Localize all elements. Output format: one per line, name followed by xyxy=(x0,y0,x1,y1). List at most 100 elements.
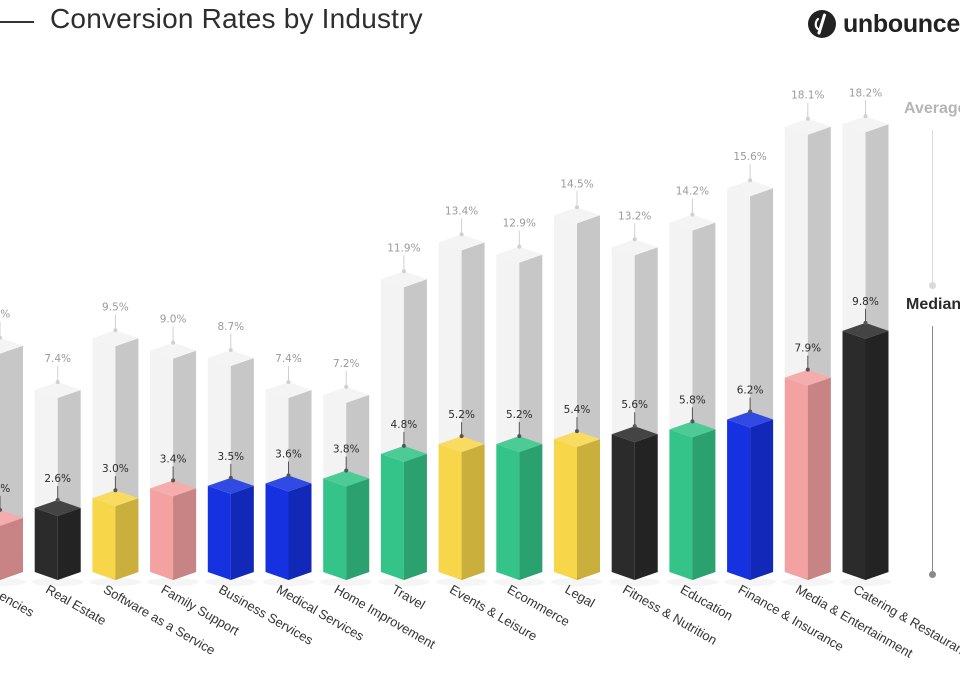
bar-shadow xyxy=(435,578,488,586)
median-bar-top xyxy=(323,470,370,487)
bar-group: 18.2% 9.8% xyxy=(839,87,892,586)
category-label: Home Improvement xyxy=(332,582,439,652)
average-pointer-dot xyxy=(286,379,291,384)
median-bar-side xyxy=(346,478,370,580)
median-value-label: 7.9% xyxy=(794,343,821,355)
average-bar-top xyxy=(380,271,427,288)
bar-shadow xyxy=(551,578,603,586)
bar-shadow xyxy=(781,578,834,586)
average-value-label: 18.2% xyxy=(849,87,882,99)
median-bar-side xyxy=(173,488,197,580)
brand-name: unbounce xyxy=(842,9,960,38)
median-bar-top xyxy=(496,436,543,453)
average-bar-top xyxy=(784,118,831,135)
median-value-label: …% xyxy=(0,483,10,495)
median-bar-side xyxy=(403,453,427,580)
category-label: Real Estate xyxy=(43,582,109,629)
bar-shadow xyxy=(724,578,777,586)
median-value-label: 3.8% xyxy=(333,444,360,456)
median-pointer-dot xyxy=(690,419,695,424)
average-bar-top xyxy=(0,337,23,354)
brand-logo: unbounce xyxy=(807,6,960,42)
category-label: Finance & Insurance xyxy=(736,582,847,655)
bar-group: 14.2% 5.8% xyxy=(666,186,719,586)
average-value-label: 13.4% xyxy=(445,205,478,217)
median-value-label: 5.2% xyxy=(448,409,475,421)
average-bar-top xyxy=(496,246,543,263)
median-value-label: 3.6% xyxy=(275,448,302,460)
average-value-label: 11.9% xyxy=(387,242,420,254)
average-bar-top xyxy=(323,386,370,403)
median-pointer-dot xyxy=(228,475,233,480)
bar-shadow xyxy=(666,578,719,586)
average-bar-top xyxy=(207,349,254,366)
average-value-label: 18.1% xyxy=(791,90,824,102)
median-bar-side xyxy=(750,419,774,580)
category-label: Travel xyxy=(389,582,427,613)
legend-average-line xyxy=(932,130,933,286)
title-rule xyxy=(0,21,34,23)
median-bar-top xyxy=(784,369,831,386)
median-bar-top xyxy=(380,445,427,462)
median-bar-front xyxy=(323,478,347,580)
median-bar-top xyxy=(842,322,889,339)
bar-group: 13.2% 5.6% xyxy=(608,210,661,586)
average-pointer-dot xyxy=(113,328,118,333)
median-value-label: 3.4% xyxy=(160,453,187,465)
median-bar-top xyxy=(0,509,23,526)
average-bar-top xyxy=(611,239,658,256)
average-bar-top xyxy=(727,180,774,197)
median-bar-side xyxy=(115,498,139,580)
average-pointer-dot xyxy=(228,347,233,352)
bar-shadow xyxy=(89,578,142,586)
median-value-label: 5.8% xyxy=(679,394,706,406)
median-bar-top xyxy=(92,490,139,507)
average-bar-top xyxy=(150,342,197,359)
median-bar-side xyxy=(288,483,312,580)
median-pointer-dot xyxy=(632,424,637,429)
legend-median-line xyxy=(932,326,933,572)
median-pointer-dot xyxy=(401,443,406,448)
median-bar-front xyxy=(784,377,808,580)
median-bar-top xyxy=(727,411,774,428)
median-value-label: 6.2% xyxy=(737,384,764,396)
average-value-label: 12.9% xyxy=(503,218,536,230)
median-bar-top xyxy=(611,426,658,443)
average-pointer-dot xyxy=(517,244,522,249)
median-bar-top xyxy=(265,475,312,492)
median-bar-side xyxy=(519,444,543,580)
bar-group: 7.2% 3.8% xyxy=(320,358,373,586)
bar-shadow xyxy=(147,578,200,586)
median-bar-front xyxy=(207,485,231,580)
median-pointer-dot xyxy=(459,434,464,439)
category-label: Business Services xyxy=(216,582,316,648)
bar-shadow xyxy=(0,578,26,586)
average-pointer-dot xyxy=(55,379,60,384)
average-value-label: 9.0% xyxy=(160,314,187,326)
legend-average: Average xyxy=(904,100,960,117)
average-pointer-dot xyxy=(171,340,176,345)
median-bar-side xyxy=(461,444,485,580)
average-pointer-dot xyxy=(748,178,753,183)
chart-title: Conversion Rates by Industry xyxy=(50,3,423,34)
median-pointer-dot xyxy=(344,468,349,473)
bar-group: 7.4% 3.6% xyxy=(262,353,315,586)
average-value-label: 7.2% xyxy=(333,358,360,370)
median-bar-front xyxy=(496,444,520,580)
median-bar-side xyxy=(865,330,889,580)
median-bar-front xyxy=(150,488,174,580)
bar-group: 8.7% 3.5% xyxy=(204,321,257,586)
median-bar-side xyxy=(0,517,23,580)
average-value-label: …% xyxy=(0,309,10,321)
median-bar-top xyxy=(207,477,254,494)
average-value-label: 9.5% xyxy=(102,301,129,313)
median-value-label: 9.8% xyxy=(852,296,879,308)
average-pointer-dot xyxy=(863,114,868,119)
bar-shadow xyxy=(262,578,315,586)
median-bar-side xyxy=(57,508,81,580)
median-bar-top xyxy=(34,500,81,517)
median-pointer-dot xyxy=(575,429,579,434)
bar-shadow xyxy=(377,578,430,586)
bar-group: 13.4% 5.2% xyxy=(435,205,488,586)
